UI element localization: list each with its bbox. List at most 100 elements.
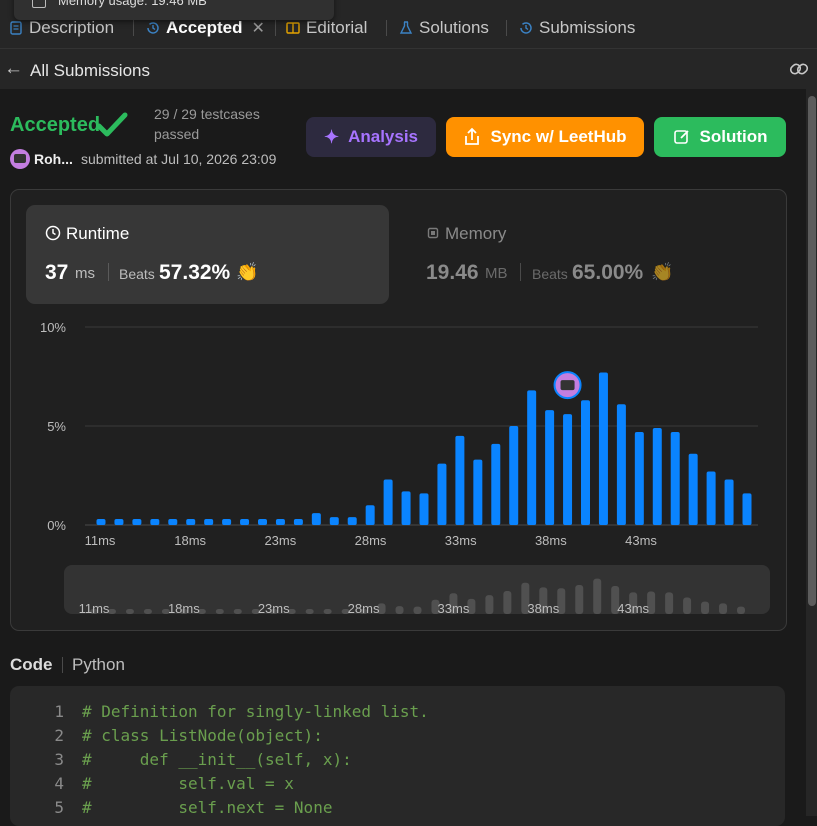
runtime-unit: ms: [75, 265, 95, 282]
bar[interactable]: [581, 400, 590, 525]
scrollbar-thumb[interactable]: [808, 96, 816, 606]
tab-solutions[interactable]: Solutions: [398, 17, 489, 39]
bar[interactable]: [293, 519, 303, 525]
x-tick-label: 23ms: [264, 533, 296, 548]
bar[interactable]: [401, 491, 411, 525]
runtime-value: 37: [45, 261, 69, 284]
line-number: 2: [54, 726, 64, 745]
y-tick-label: 0%: [47, 518, 66, 533]
close-icon[interactable]: ✕: [251, 20, 265, 37]
tab-description-label: Description: [29, 18, 115, 37]
bar[interactable]: [706, 471, 716, 525]
bar[interactable]: [96, 519, 106, 525]
bar[interactable]: [204, 519, 214, 525]
overview-bar: [683, 597, 692, 614]
clap-icon: 👏: [236, 262, 259, 282]
username[interactable]: Roh...: [34, 151, 73, 167]
clap-icon: 👏: [651, 262, 674, 282]
runtime-beats-label: Beats: [119, 266, 155, 282]
overview-tick-label: 23ms: [258, 601, 290, 616]
tab-submissions[interactable]: Submissions: [518, 17, 635, 39]
overview-bar: [449, 593, 458, 614]
bar[interactable]: [455, 435, 465, 525]
tab-accepted[interactable]: Accepted ✕: [145, 17, 265, 39]
overview-bar: [413, 606, 422, 614]
tab-submissions-label: Submissions: [539, 18, 636, 37]
bar[interactable]: [222, 519, 232, 525]
bar[interactable]: [545, 410, 555, 525]
bar[interactable]: [365, 505, 375, 525]
memory-beats-label: Beats: [532, 266, 568, 282]
flask-icon: [399, 21, 413, 34]
runtime-card[interactable]: Runtime 37 ms Beats 57.32% 👏: [26, 205, 389, 304]
bar[interactable]: [634, 431, 644, 525]
bar[interactable]: [419, 493, 429, 525]
bar[interactable]: [688, 453, 698, 525]
code-text: # def __init__(self, x):: [82, 750, 352, 769]
memory-card[interactable]: Memory 19.46 MB Beats 65.00% 👏: [405, 205, 775, 304]
sync-leethub-button[interactable]: Sync w/ LeetHub: [446, 117, 644, 157]
code-editor[interactable]: 1 # Definition for singly-linked list. 2 # …: [10, 686, 785, 826]
back-arrow-icon[interactable]: ←: [4, 58, 23, 79]
bar[interactable]: [509, 426, 519, 525]
bar[interactable]: [598, 372, 608, 525]
verdict-label: Accepted: [10, 114, 101, 136]
link-icon[interactable]: [789, 60, 809, 78]
code-text: # self.val = x: [82, 774, 294, 793]
bar[interactable]: [275, 519, 285, 525]
overview-bar: [251, 609, 260, 614]
overview-bar: [665, 592, 674, 614]
share-icon: [465, 127, 480, 145]
line-number: 4: [54, 774, 64, 793]
bar[interactable]: [114, 519, 124, 525]
bar[interactable]: [186, 519, 196, 525]
overview-bar: [611, 585, 620, 614]
overview-bar: [719, 603, 728, 614]
bar[interactable]: [742, 493, 752, 525]
x-tick-label: 28ms: [355, 533, 387, 548]
overview-bar: [701, 601, 710, 614]
bar[interactable]: [652, 427, 662, 525]
overview-bar: [359, 609, 368, 614]
bar[interactable]: [563, 414, 573, 525]
all-submissions-link[interactable]: All Submissions: [30, 61, 150, 80]
memory-title: Memory: [445, 224, 507, 243]
memory-beats-value: 65.00%: [572, 261, 644, 284]
tab-editorial[interactable]: Editorial: [285, 17, 367, 39]
overview-tick-label: 28ms: [348, 601, 380, 616]
bar[interactable]: [311, 513, 321, 525]
overview-tick-label: 43ms: [617, 601, 649, 616]
avatar[interactable]: [10, 149, 30, 169]
overview-bar: [143, 609, 152, 614]
edit-icon: [673, 130, 689, 144]
tab-description[interactable]: Description: [8, 17, 114, 39]
bar[interactable]: [670, 431, 680, 525]
overview-bar: [467, 598, 476, 614]
bar[interactable]: [527, 390, 537, 525]
overview-bar: [557, 588, 566, 614]
bar[interactable]: [724, 479, 734, 525]
bar[interactable]: [473, 459, 483, 525]
solution-button-label: Solution: [699, 127, 768, 146]
bar[interactable]: [258, 519, 267, 525]
bar[interactable]: [329, 517, 339, 525]
overview-tick-label: 33ms: [438, 601, 470, 616]
overview-bar: [593, 578, 602, 614]
bar[interactable]: [132, 519, 142, 525]
analysis-button[interactable]: ✦ Analysis: [306, 117, 436, 157]
y-tick-label: 10%: [40, 320, 66, 335]
bar[interactable]: [491, 443, 501, 525]
bar[interactable]: [437, 463, 447, 525]
bar[interactable]: [240, 519, 250, 525]
bar[interactable]: [347, 517, 357, 525]
overview-bar: [575, 585, 584, 614]
solution-button[interactable]: Solution: [654, 117, 786, 157]
bar[interactable]: [616, 404, 626, 525]
bar[interactable]: [383, 479, 393, 525]
tab-accepted-label: Accepted: [166, 18, 243, 37]
bar[interactable]: [150, 519, 160, 525]
y-tick-label: 5%: [47, 419, 66, 434]
bar[interactable]: [168, 519, 178, 525]
line-number: 3: [54, 750, 64, 769]
